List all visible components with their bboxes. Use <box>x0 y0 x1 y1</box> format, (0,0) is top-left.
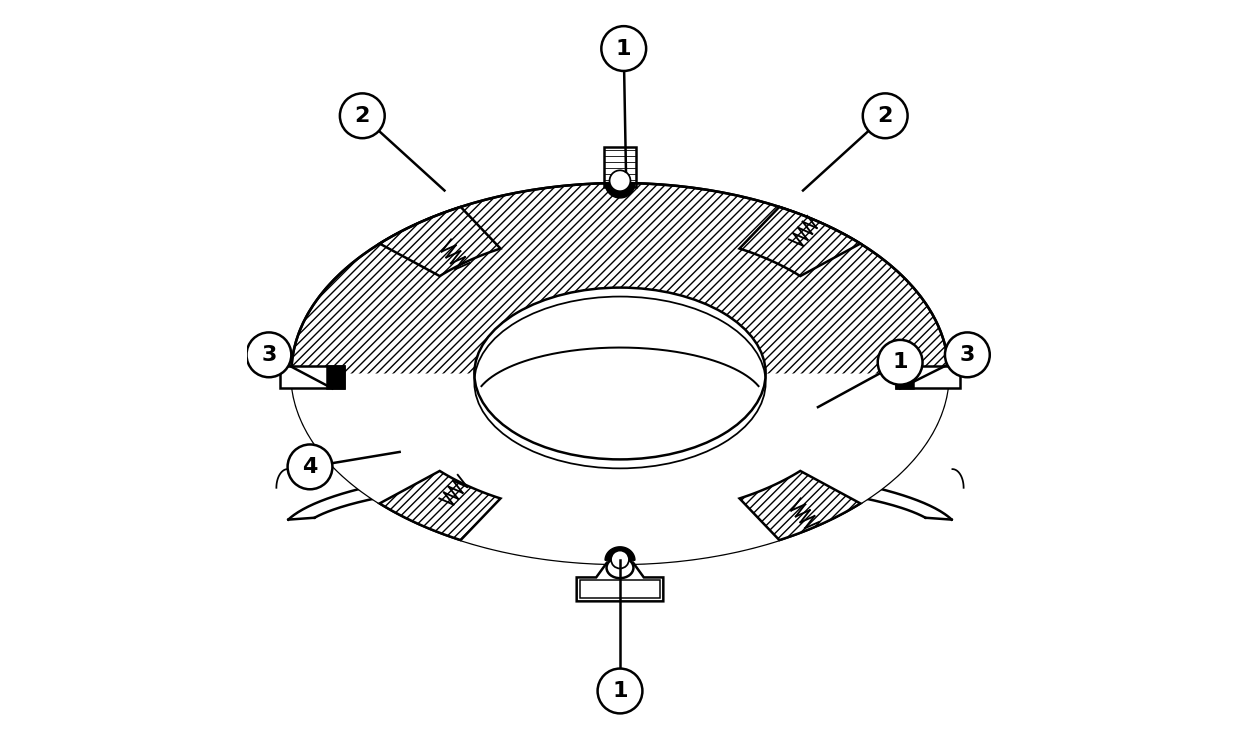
Polygon shape <box>739 471 861 540</box>
Ellipse shape <box>606 557 634 578</box>
Circle shape <box>878 340 923 385</box>
Text: 3: 3 <box>960 345 975 365</box>
Text: 2: 2 <box>878 106 893 125</box>
Circle shape <box>288 444 332 489</box>
Ellipse shape <box>475 288 765 459</box>
Circle shape <box>340 93 384 138</box>
Polygon shape <box>379 207 501 276</box>
Circle shape <box>863 93 908 138</box>
Polygon shape <box>280 366 343 388</box>
Polygon shape <box>605 183 635 198</box>
Text: 1: 1 <box>893 353 908 372</box>
Circle shape <box>611 551 629 568</box>
Text: 2: 2 <box>355 106 370 125</box>
Text: 4: 4 <box>303 457 317 477</box>
Polygon shape <box>897 366 913 388</box>
Circle shape <box>598 669 642 713</box>
Polygon shape <box>291 374 949 564</box>
Text: 1: 1 <box>613 681 627 701</box>
Polygon shape <box>327 366 343 388</box>
Polygon shape <box>379 471 501 540</box>
Polygon shape <box>577 562 663 601</box>
Text: 1: 1 <box>616 39 631 58</box>
Circle shape <box>601 26 646 71</box>
Circle shape <box>247 332 291 377</box>
Polygon shape <box>605 547 635 560</box>
Polygon shape <box>739 207 861 276</box>
Circle shape <box>945 332 990 377</box>
Text: 3: 3 <box>262 345 277 365</box>
Polygon shape <box>897 366 960 388</box>
Polygon shape <box>604 147 636 187</box>
Circle shape <box>610 170 630 191</box>
Ellipse shape <box>291 183 949 564</box>
